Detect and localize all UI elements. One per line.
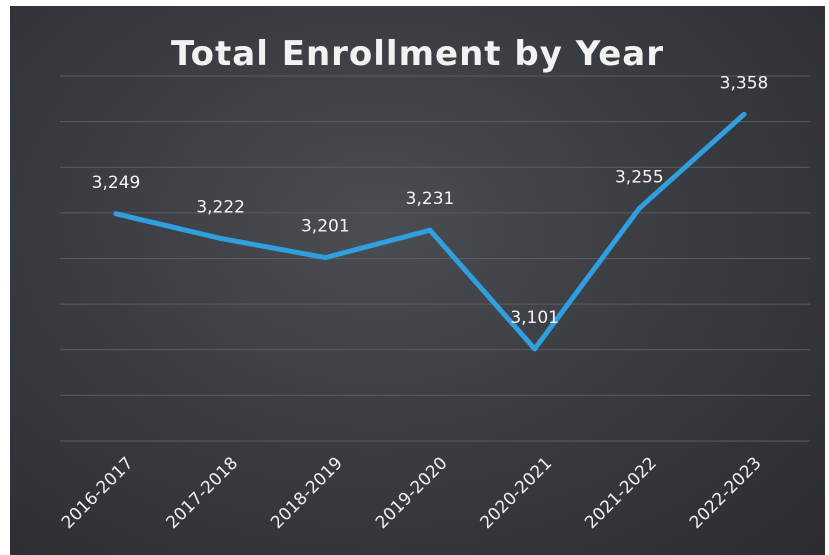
x-tick-label: 2017-2018: [163, 453, 243, 533]
data-point-2018-2019: [322, 255, 328, 261]
chart-title: Total Enrollment by Year: [171, 34, 664, 74]
x-tick-label: 2021-2022: [581, 453, 661, 533]
data-label: 3,201: [301, 217, 350, 237]
x-tick-label: 2018-2019: [267, 453, 347, 533]
data-point-2022-2023: [741, 111, 747, 117]
x-tick-label: 2019-2020: [372, 453, 452, 533]
data-label: 3,358: [720, 73, 769, 93]
data-point-2019-2020: [427, 227, 433, 233]
data-point-2017-2018: [218, 235, 224, 241]
data-point-2016-2017: [113, 211, 119, 217]
chart-area: Total Enrollment by Year 3,249 3,222 3,201…: [10, 6, 825, 555]
line-chart: 3,249 3,222 3,201 3,231 3,101 3,255 3,358 2016…: [58, 73, 810, 533]
data-label: 3,231: [406, 189, 455, 209]
data-point-2020-2021: [532, 346, 538, 352]
data-label: 3,222: [196, 197, 245, 217]
x-axis-tick-labels: 2016-2017 2017-2018 2018-2019 2019-2020 2020…: [58, 453, 766, 533]
x-tick-label: 2022-2023: [686, 453, 766, 533]
data-label: 3,101: [510, 308, 559, 328]
data-labels: 3,249 3,222 3,201 3,231 3,101 3,255 3,358: [92, 73, 769, 328]
data-label: 3,255: [615, 167, 664, 187]
data-label: 3,249: [92, 173, 141, 193]
x-tick-label: 2016-2017: [58, 453, 138, 533]
series-line-layer: [113, 111, 747, 352]
x-tick-label: 2020-2021: [477, 453, 557, 533]
data-point-2021-2022: [636, 205, 642, 211]
gridlines: [60, 75, 810, 442]
